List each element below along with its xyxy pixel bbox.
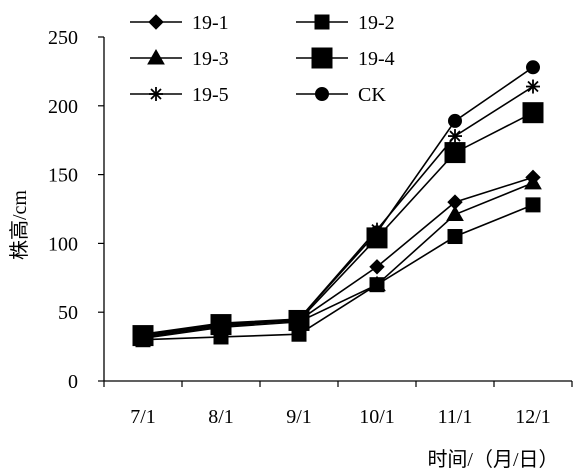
series-19-2 [135, 197, 541, 348]
square-marker [447, 229, 463, 245]
triangle-marker [147, 48, 165, 65]
x-axis-label: 时间/（月/日） [427, 448, 558, 471]
asterisk-stroke [449, 130, 461, 142]
large-square-marker [522, 102, 544, 124]
y-axis-label: 株高/cm [8, 190, 31, 260]
series-layer [132, 60, 544, 348]
legend-marker [149, 87, 163, 101]
data-point [526, 79, 540, 94]
series-ck [136, 60, 540, 342]
x-tick-label: 8/1 [208, 406, 234, 428]
diamond-marker [369, 259, 385, 275]
x-tick-label: 10/1 [359, 406, 395, 428]
square-marker [314, 14, 330, 30]
y-tick-label: 200 [48, 96, 78, 118]
circle-marker [448, 113, 462, 128]
data-point [370, 225, 384, 240]
data-point [368, 275, 386, 292]
data-point [448, 129, 462, 144]
y-tick-label: 100 [48, 233, 78, 255]
y-tick-label: 50 [58, 302, 78, 324]
legend-marker [311, 47, 333, 69]
asterisk-stroke [527, 80, 539, 93]
series-line [142, 204, 534, 341]
large-square-marker [311, 47, 333, 69]
data-point [526, 60, 540, 75]
legend-item: 19-4 [296, 47, 395, 70]
data-point [448, 113, 462, 128]
legend-item: 19-2 [296, 12, 395, 34]
series-line [142, 85, 534, 336]
data-point [292, 312, 306, 327]
circle-marker [214, 316, 228, 331]
y-tick-label: 250 [48, 27, 78, 49]
data-point [446, 205, 464, 222]
data-point [214, 316, 228, 331]
diamond-marker [148, 14, 164, 30]
legend: 19-1 19-2 19-3 19-4 19-5 CK [130, 12, 395, 106]
legend-item: CK [296, 84, 386, 106]
circle-marker [136, 327, 150, 342]
axes: 0 50 100 150 200 250 7/1 8/1 9/1 10/1 11/1 12/1 [48, 27, 573, 428]
x-tick-label: 12/1 [515, 406, 551, 428]
series-line [142, 111, 534, 337]
legend-label: 19-3 [192, 48, 229, 70]
data-point [522, 102, 544, 124]
y-tick-label: 150 [48, 165, 78, 187]
series-line [142, 176, 534, 338]
legend-marker [148, 14, 164, 30]
legend-marker [315, 87, 329, 101]
legend-marker [147, 48, 165, 65]
data-point [524, 173, 542, 190]
triangle-marker [524, 173, 542, 190]
asterisk-stroke [150, 88, 162, 100]
series-19-3 [134, 173, 542, 345]
series-line [142, 182, 534, 340]
series-line [142, 66, 534, 336]
legend-label: 19-2 [358, 12, 395, 34]
legend-label: 19-5 [192, 84, 229, 106]
data-point [525, 197, 541, 213]
square-marker [525, 197, 541, 213]
series-19-1 [135, 169, 541, 345]
y-tick-label: 0 [68, 371, 78, 393]
data-point [136, 327, 150, 342]
legend-label: CK [358, 84, 386, 106]
circle-marker [315, 87, 329, 101]
x-tick-label: 7/1 [130, 406, 156, 428]
legend-item: 19-3 [130, 48, 229, 70]
triangle-marker [368, 275, 386, 292]
series-19-5 [136, 79, 540, 342]
circle-marker [370, 225, 384, 240]
legend-marker [314, 14, 330, 30]
legend-item: 19-5 [130, 84, 229, 106]
data-point [369, 259, 385, 275]
x-tick-label: 11/1 [438, 406, 473, 428]
data-point [447, 229, 463, 245]
legend-item: 19-1 [130, 12, 229, 34]
triangle-marker [446, 205, 464, 222]
circle-marker [292, 312, 306, 327]
legend-label: 19-1 [192, 12, 229, 34]
x-tick-label: 9/1 [286, 406, 312, 428]
circle-marker [526, 60, 540, 75]
legend-label: 19-4 [358, 48, 395, 70]
